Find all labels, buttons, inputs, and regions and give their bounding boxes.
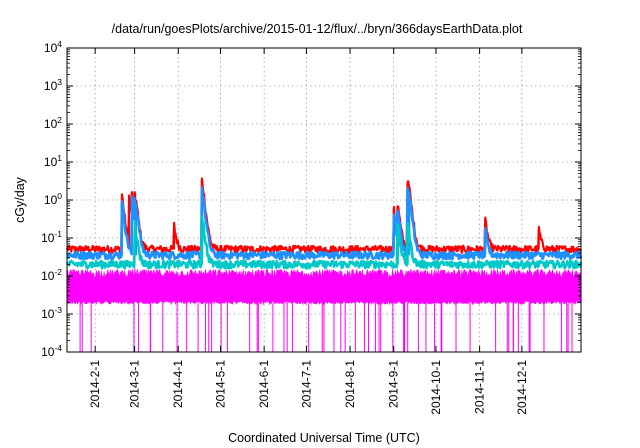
- x-tick-label: 2014-4-1: [171, 360, 185, 408]
- y-tick-label: 101: [44, 153, 62, 169]
- x-axis-label: Coordinated Universal Time (UTC): [228, 431, 420, 445]
- series: [66, 215, 583, 270]
- ticks: [67, 47, 581, 353]
- y-tick-label: 103: [44, 77, 62, 93]
- x-tick-label: 2014-7-1: [299, 360, 313, 408]
- y-tick-label: 10-1: [41, 229, 62, 245]
- x-tick-label: 2014-6-1: [257, 360, 271, 408]
- chart-title: /data/run/goesPlots/archive/2015-01-12/f…: [112, 22, 523, 36]
- y-tick-label: 10-4: [41, 343, 62, 359]
- series: [65, 177, 583, 255]
- series-band: [66, 268, 582, 306]
- y-tick-label: 10-3: [41, 305, 62, 321]
- y-axis-label: cGy/day: [13, 176, 27, 223]
- x-tick-label: 2014-11-1: [473, 360, 487, 414]
- y-tick-labels: 10-4 10-3 10-2 10-1 100 101 102 103 104: [41, 39, 62, 359]
- y-tick-label: 104: [44, 39, 62, 55]
- x-tick-label: 2014-12-1: [515, 360, 529, 415]
- x-tick-label: 2014-5-1: [213, 360, 227, 408]
- x-tick-labels: 2014-2-1 2014-3-1 2014-4-1 2014-5-1 2014-6-1…: [88, 360, 529, 415]
- plot-area: [65, 177, 583, 352]
- y-tick-label: 10-2: [41, 267, 62, 283]
- series-line: [65, 186, 583, 261]
- y-tick-label: 100: [44, 191, 62, 207]
- x-tick-label: 2014-8-1: [343, 360, 357, 408]
- x-tick-label: 2014-3-1: [128, 360, 142, 408]
- series-line: [65, 177, 583, 255]
- x-tick-label: 2014-2-1: [88, 360, 102, 408]
- series-line: [66, 215, 583, 270]
- x-tick-label: 2014-9-1: [387, 360, 401, 408]
- x-tick-label: 2014-10-1: [429, 360, 443, 415]
- series: [66, 268, 582, 352]
- y-tick-label: 102: [44, 115, 62, 131]
